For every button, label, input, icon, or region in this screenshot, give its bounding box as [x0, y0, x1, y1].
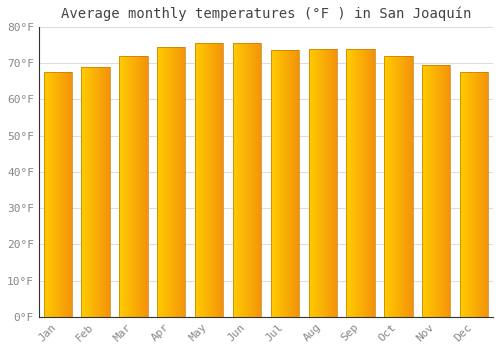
Bar: [157, 47, 186, 317]
Bar: [119, 56, 148, 317]
Title: Average monthly temperatures (°F ) in San Joaquín: Average monthly temperatures (°F ) in Sa…: [60, 7, 471, 21]
Bar: [384, 56, 412, 317]
Bar: [82, 66, 110, 317]
Bar: [308, 49, 337, 317]
Bar: [422, 65, 450, 317]
Bar: [346, 49, 375, 317]
Bar: [44, 72, 72, 317]
Bar: [233, 43, 261, 317]
Bar: [270, 50, 299, 317]
Bar: [460, 72, 488, 317]
Bar: [195, 43, 224, 317]
